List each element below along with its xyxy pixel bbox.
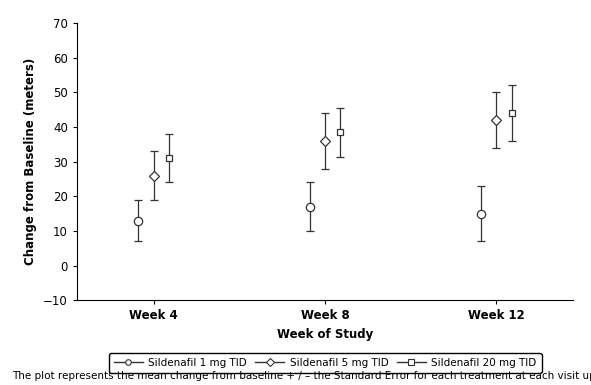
X-axis label: Week of Study: Week of Study (277, 328, 373, 341)
Text: The plot represents the mean change from baseline + / – the Standard Error for e: The plot represents the mean change from… (12, 371, 591, 381)
Legend: Sildenafil 1 mg TID, Sildenafil 5 mg TID, Sildenafil 20 mg TID: Sildenafil 1 mg TID, Sildenafil 5 mg TID… (109, 353, 541, 373)
Y-axis label: Change from Baseline (meters): Change from Baseline (meters) (24, 58, 37, 265)
